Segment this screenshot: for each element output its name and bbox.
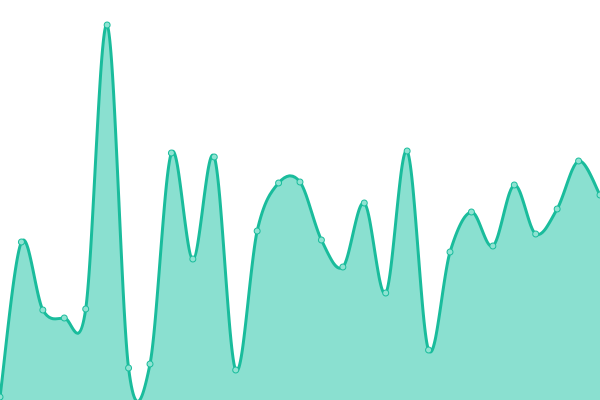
data-point <box>510 181 518 189</box>
data-point <box>60 314 68 322</box>
data-point <box>425 346 433 354</box>
data-point <box>275 179 283 187</box>
area-fill <box>0 24 600 400</box>
data-point <box>317 236 325 244</box>
data-point <box>382 289 390 297</box>
data-point <box>0 393 4 400</box>
data-point <box>360 199 368 207</box>
data-point <box>339 263 347 271</box>
data-point <box>446 248 454 256</box>
data-point <box>82 305 90 313</box>
data-point <box>575 157 583 165</box>
data-point <box>403 147 411 155</box>
data-point <box>467 208 475 216</box>
data-point <box>596 191 600 199</box>
data-point <box>39 306 47 314</box>
data-point <box>125 364 133 372</box>
data-point <box>253 227 261 235</box>
data-point <box>296 178 304 186</box>
data-point <box>489 242 497 250</box>
data-point <box>146 360 154 368</box>
data-point <box>532 230 540 238</box>
data-markers <box>0 21 600 400</box>
data-point <box>17 238 25 246</box>
data-point <box>210 153 218 161</box>
data-point <box>189 255 197 263</box>
data-point <box>553 205 561 213</box>
data-point <box>232 366 240 374</box>
data-point <box>167 149 175 157</box>
data-point <box>103 21 111 29</box>
